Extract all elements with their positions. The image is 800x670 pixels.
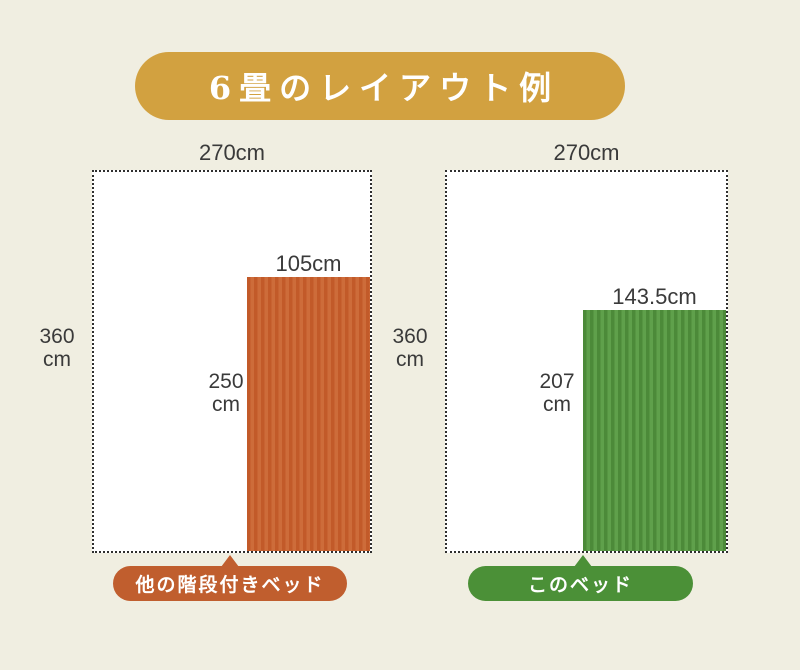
room-depth-value: 360 (39, 325, 75, 348)
badge-pointer (574, 555, 592, 567)
bed-depth-unit: cm (212, 392, 240, 416)
bed-width-label: 105cm (275, 251, 342, 276)
room-depth-label: 360 cm (28, 325, 86, 371)
bed-depth-value: 250 (208, 370, 244, 393)
bed-depth-unit: cm (543, 392, 571, 416)
bed-depth-label: 207 cm (529, 370, 585, 416)
badge-this-bed: このベッド (468, 566, 693, 601)
badge-pointer (221, 555, 239, 567)
bed-depth-value: 207 (539, 370, 575, 393)
bed-footprint-other (247, 277, 370, 551)
title-banner: 6畳のレイアウト例 (135, 52, 625, 120)
bed-depth-label: 250 cm (198, 370, 254, 416)
room-width-label: 270cm (198, 140, 266, 165)
badge-other-stair-bed: 他の階段付きベッド (113, 566, 347, 601)
room-width-label: 270cm (553, 140, 620, 165)
bed-width-label: 143.5cm (612, 284, 697, 309)
room-depth-unit: cm (43, 347, 71, 371)
room-depth-unit: cm (396, 347, 424, 371)
bed-footprint-this (583, 310, 726, 551)
room-depth-value: 360 (392, 325, 428, 348)
badge-label: このベッド (527, 575, 633, 596)
badge-label: 他の階段付きベッド (135, 575, 325, 596)
room-depth-label: 360 cm (381, 325, 439, 371)
page-title: 6畳のレイアウト例 (208, 69, 560, 107)
